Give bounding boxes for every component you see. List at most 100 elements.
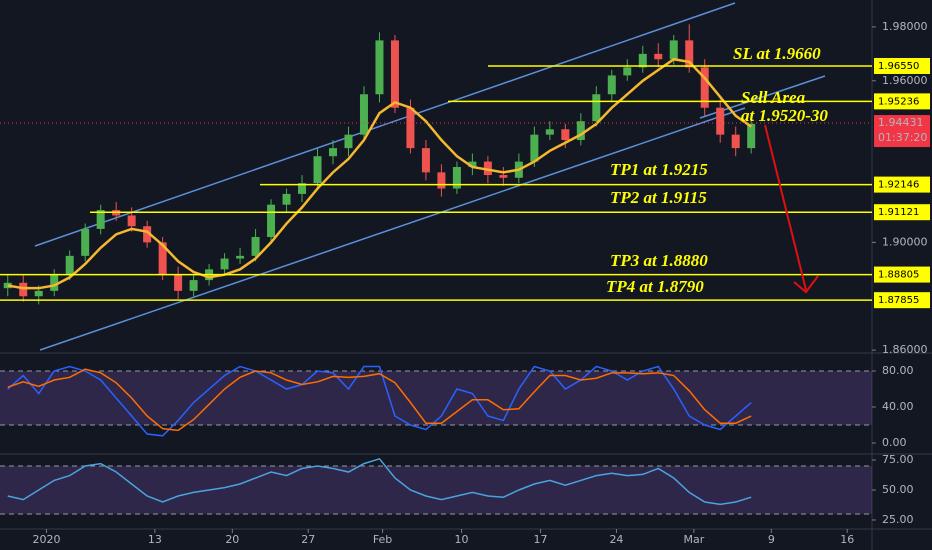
level-label: 1.91121 (878, 207, 919, 218)
candle-body (19, 282, 28, 297)
channel-line (39, 107, 746, 351)
level-tag (874, 204, 930, 221)
candle-body (359, 94, 368, 135)
level-tag (874, 57, 930, 74)
candle-body (483, 161, 492, 176)
candle-body (545, 129, 554, 135)
annotation: TP4 at 1.8790 (606, 277, 704, 296)
y-tick-label: 0.00 (882, 436, 907, 449)
candle-body (267, 204, 276, 238)
x-tick-label: Feb (373, 533, 392, 546)
candle-body (468, 161, 477, 167)
y-tick-label: 1.86000 (882, 343, 928, 356)
annotation: TP3 at 1.8880 (610, 251, 708, 270)
candle-body (623, 67, 632, 76)
x-tick-label: 20 (225, 533, 239, 546)
x-tick-label: 24 (609, 533, 623, 546)
candle-body (592, 94, 601, 122)
candle-body (298, 183, 307, 194)
arrow-head (793, 275, 819, 294)
candle-body (65, 255, 74, 275)
candle-body (220, 258, 229, 270)
moving-average (7, 57, 752, 290)
candle-body (174, 274, 183, 291)
arrow (764, 124, 807, 291)
candle-body (638, 53, 647, 68)
candle-body (530, 134, 539, 162)
candle-body (499, 175, 508, 178)
candle-body (251, 237, 260, 256)
annotation: at 1.9520-30 (741, 106, 828, 125)
level-tag (874, 93, 930, 110)
candle-body (158, 242, 167, 275)
band (0, 371, 872, 426)
level-label: 1.95236 (878, 96, 919, 107)
candle-body (390, 40, 399, 108)
candle-body (34, 290, 43, 297)
level-label: 1.92146 (878, 180, 919, 191)
candle-body (375, 40, 384, 95)
y-tick-label: 75.00 (882, 453, 914, 466)
x-tick-label: 16 (840, 533, 854, 546)
candle-body (576, 121, 585, 141)
candle-body (685, 40, 694, 68)
candle-body (96, 210, 105, 229)
candle-body (127, 215, 136, 227)
candle-body (731, 134, 740, 149)
candle-body (421, 148, 430, 173)
x-tick-label: Mar (683, 533, 704, 546)
annotation: TP2 at 1.9115 (610, 188, 707, 207)
candle-body (654, 53, 663, 60)
x-tick-label: 9 (768, 533, 775, 546)
candle-body (607, 75, 616, 95)
oscillator-line (7, 365, 752, 437)
band (0, 466, 872, 514)
x-tick-label: 10 (455, 533, 469, 546)
y-tick-label: 1.98000 (882, 20, 928, 33)
candle-body (747, 123, 756, 149)
candle-body (561, 129, 570, 141)
countdown-label: 01:37:20 (878, 131, 927, 144)
candle-body (236, 255, 245, 259)
oscillator-line (7, 457, 752, 506)
candle-body (344, 134, 353, 149)
candle-body (313, 156, 322, 184)
y-tick-label: 40.00 (882, 400, 914, 413)
candle-body (452, 166, 461, 189)
x-tick-label: 17 (534, 533, 548, 546)
candle-body (669, 40, 678, 60)
x-tick-label: 27 (301, 533, 315, 546)
candle-body (143, 226, 152, 243)
y-tick-label: 1.96000 (882, 74, 928, 87)
annotation: TP1 at 1.9215 (610, 160, 708, 179)
level-tag (874, 176, 930, 193)
candle-body (282, 193, 291, 205)
current-price-label: 1.94431 (878, 116, 924, 129)
annotation: SL at 1.9660 (733, 44, 821, 63)
candle-body (716, 107, 725, 135)
candle-body (406, 107, 415, 149)
candle-body (437, 172, 446, 189)
x-tick-label: 13 (148, 533, 162, 546)
level-tag (874, 292, 930, 309)
channel-line (34, 2, 736, 247)
annotation: Sell Area (741, 88, 806, 107)
level-label: 1.96550 (878, 61, 919, 72)
level-label: 1.87855 (878, 295, 919, 306)
y-tick-label: 1.90000 (882, 235, 928, 248)
y-tick-label: 50.00 (882, 483, 914, 496)
candle-body (189, 280, 198, 291)
x-tick-label: 2020 (32, 533, 60, 546)
y-tick-label: 25.00 (882, 513, 914, 526)
candle-body (700, 67, 709, 108)
candle-body (81, 228, 90, 256)
level-tag (874, 266, 930, 283)
level-label: 1.88805 (878, 270, 919, 281)
plot-layer: 1.86000 1.90000 1.96000 1.98000 1.96550 1.952… (0, 20, 930, 546)
oscillator-line (7, 368, 752, 432)
price-tag (874, 115, 930, 148)
candle-body (50, 274, 59, 291)
y-tick-label: 80.00 (882, 364, 914, 377)
candle-body (329, 148, 338, 157)
